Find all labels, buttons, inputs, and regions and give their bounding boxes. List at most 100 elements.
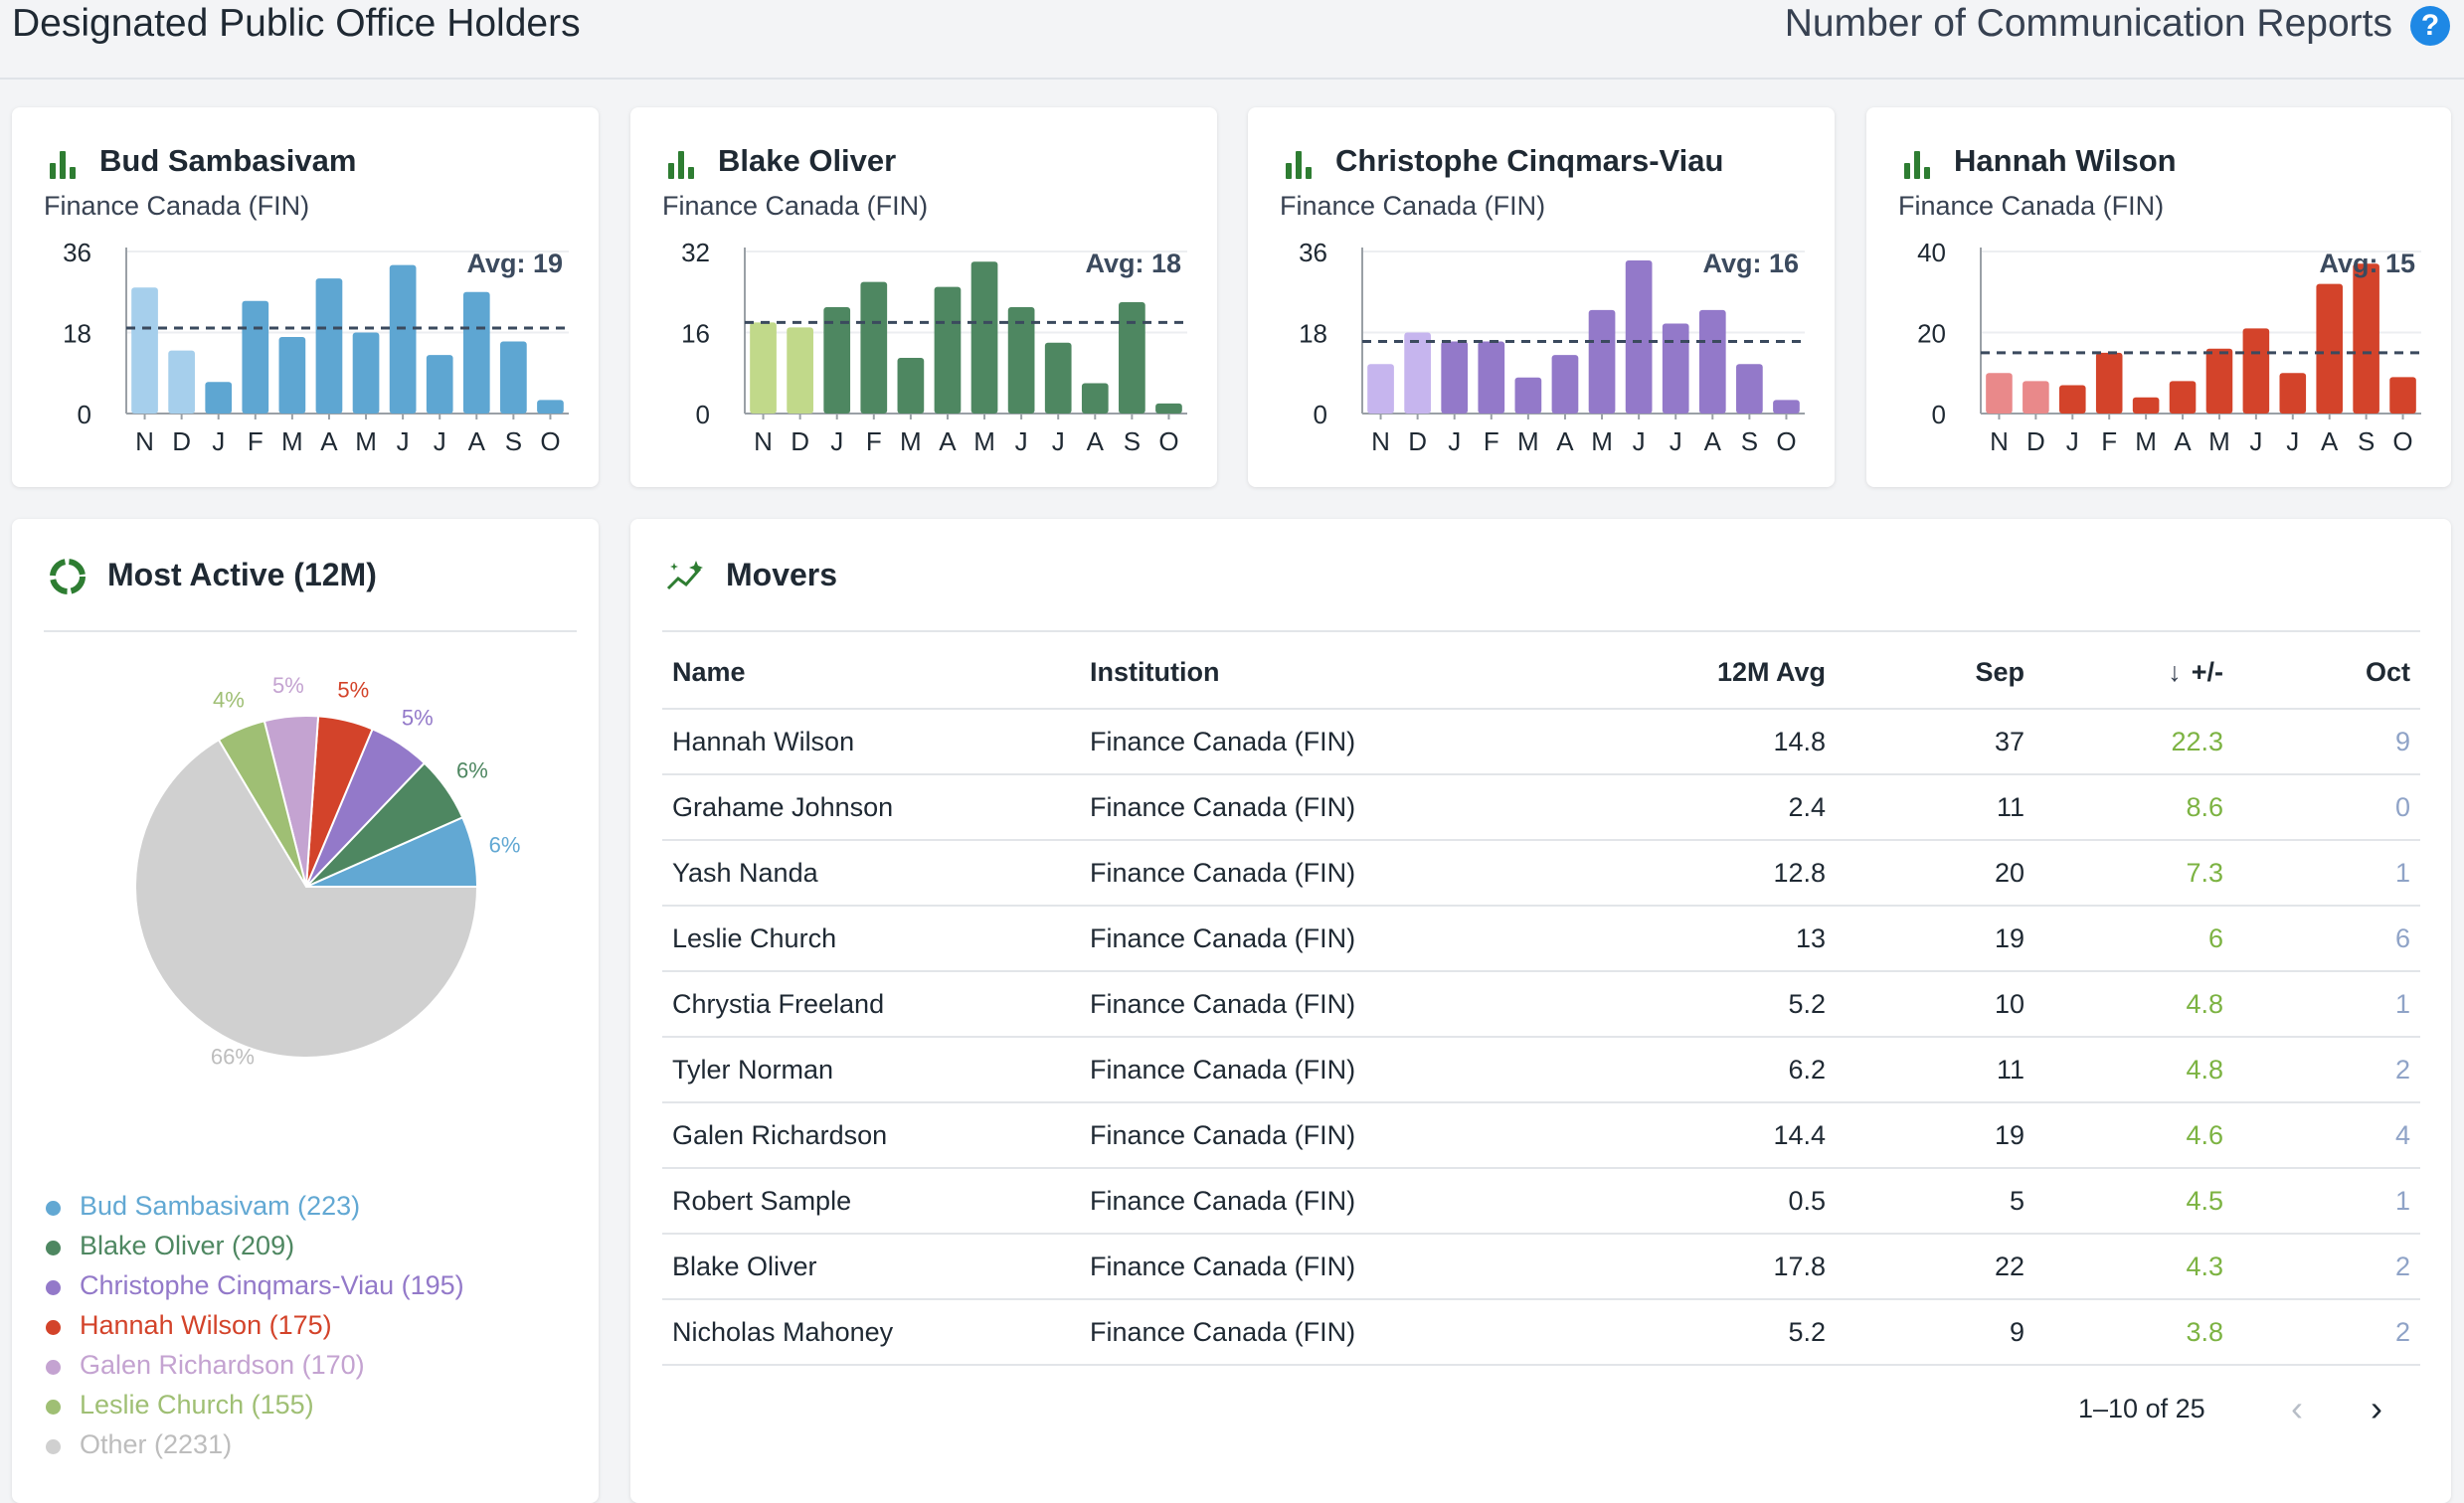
x-tick-label: J — [397, 426, 410, 456]
legend-dot-icon — [46, 1320, 61, 1335]
chevron-left-icon[interactable]: ‹ — [2291, 1388, 2303, 1428]
bar[interactable] — [2169, 381, 2197, 414]
pie-slice[interactable] — [134, 738, 479, 1059]
bar[interactable] — [1044, 342, 1072, 414]
bar[interactable] — [897, 357, 925, 414]
bar[interactable] — [1514, 377, 1542, 414]
bar[interactable] — [750, 322, 777, 414]
x-tick-label: M — [281, 426, 303, 456]
bar[interactable] — [1773, 400, 1800, 414]
y-tick-label: 20 — [1917, 319, 1946, 349]
bar[interactable] — [787, 327, 813, 414]
y-tick-label: 16 — [681, 319, 710, 349]
bar[interactable] — [2353, 263, 2379, 414]
bar[interactable] — [537, 400, 564, 414]
bar[interactable] — [131, 287, 158, 414]
bar[interactable] — [500, 341, 527, 414]
cell-name: Yash Nanda — [662, 840, 1080, 907]
column-institution[interactable]: Institution — [1080, 636, 1637, 710]
bar[interactable] — [970, 261, 998, 414]
table-row[interactable]: Grahame Johnson Finance Canada (FIN) 2.4 11… — [662, 774, 2420, 841]
bar[interactable] — [2023, 381, 2049, 414]
table-row[interactable]: Robert Sample Finance Canada (FIN) 0.5 5 4.5… — [662, 1168, 2420, 1235]
bar[interactable] — [1478, 341, 1505, 414]
divider — [662, 630, 2420, 632]
bar[interactable] — [168, 350, 195, 414]
bar[interactable] — [1007, 307, 1035, 414]
x-tick-label: O — [2392, 426, 2412, 456]
bar[interactable] — [205, 382, 233, 414]
y-tick-label: 32 — [681, 238, 710, 267]
x-tick-label: F — [2101, 426, 2117, 456]
table-row[interactable]: Yash Nanda Finance Canada (FIN) 12.8 20 7.3 1 — [662, 840, 2420, 907]
bar[interactable] — [352, 332, 380, 415]
table-row[interactable]: Galen Richardson Finance Canada (FIN) 14.4… — [662, 1102, 2420, 1169]
x-tick-label: N — [1990, 426, 2009, 456]
bar[interactable] — [242, 300, 269, 414]
bar[interactable] — [1551, 355, 1579, 414]
bar[interactable] — [278, 337, 306, 414]
x-tick-label: D — [791, 426, 809, 456]
bar[interactable] — [860, 281, 888, 414]
x-tick-label: J — [1633, 426, 1646, 456]
cell-delta: 7.3 — [2034, 840, 2233, 907]
table-row[interactable]: Hannah Wilson Finance Canada (FIN) 14.8 37 2… — [662, 709, 2420, 775]
x-tick-label: J — [1052, 426, 1065, 456]
question-circle-icon[interactable]: ? — [2410, 6, 2450, 46]
bar[interactable] — [934, 286, 962, 414]
x-tick-label: A — [1556, 426, 1574, 456]
pie-percent-label: 5% — [402, 705, 434, 730]
x-tick-label: A — [468, 426, 486, 456]
cell-avg: 12.8 — [1637, 840, 1836, 907]
bar[interactable] — [1588, 309, 1616, 414]
x-tick-label: S — [1124, 426, 1141, 456]
cell-oct: 6 — [2233, 906, 2420, 972]
table-row[interactable]: Tyler Norman Finance Canada (FIN) 6.2 11 4.8… — [662, 1037, 2420, 1103]
bar[interactable] — [315, 278, 343, 414]
column-name[interactable]: Name — [662, 636, 1080, 710]
bar[interactable] — [2059, 385, 2086, 414]
x-tick-label: A — [2321, 426, 2339, 456]
bar[interactable] — [426, 355, 453, 414]
x-tick-label: D — [1408, 426, 1427, 456]
bar[interactable] — [1367, 364, 1394, 414]
pie-percent-label: 5% — [337, 678, 369, 703]
bar[interactable] — [2205, 348, 2233, 414]
cell-delta: 4.5 — [2034, 1168, 2233, 1235]
bar[interactable] — [1662, 323, 1689, 414]
table-row[interactable]: Chrystia Freeland Finance Canada (FIN) 5.2… — [662, 971, 2420, 1038]
bar[interactable] — [389, 264, 417, 414]
column-delta[interactable]: ↓ +/- — [2034, 636, 2233, 710]
cell-name: Nicholas Mahoney — [662, 1299, 1080, 1366]
pie-percent-label: 6% — [489, 833, 521, 858]
column-12m-avg[interactable]: 12M Avg — [1637, 636, 1836, 710]
bar[interactable] — [462, 291, 490, 414]
bar[interactable] — [2389, 377, 2416, 414]
bar[interactable] — [1736, 364, 1763, 414]
legend-dot-icon — [46, 1201, 61, 1216]
table-row[interactable]: Leslie Church Finance Canada (FIN) 13 19 6 6 — [662, 906, 2420, 972]
bar[interactable] — [2279, 373, 2307, 414]
cell-avg: 14.4 — [1637, 1102, 1836, 1169]
column-oct[interactable]: Oct — [2233, 636, 2420, 710]
bar[interactable] — [1698, 309, 1726, 414]
chevron-right-icon[interactable]: › — [2371, 1388, 2382, 1428]
bar[interactable] — [2242, 328, 2270, 414]
table-row[interactable]: Blake Oliver Finance Canada (FIN) 17.8 22 4.… — [662, 1234, 2420, 1300]
table-row[interactable]: Nicholas Mahoney Finance Canada (FIN) 5.2 9… — [662, 1299, 2420, 1366]
bar[interactable] — [1441, 341, 1469, 414]
holder-name: Christophe Cinqmars-Viau — [1335, 143, 1724, 178]
column-sep[interactable]: Sep — [1836, 636, 2034, 710]
bar[interactable] — [1986, 373, 2013, 414]
bar[interactable] — [1119, 301, 1145, 414]
bar[interactable] — [823, 307, 851, 414]
bar[interactable] — [1081, 383, 1109, 414]
bar[interactable] — [2316, 283, 2343, 414]
cell-oct: 2 — [2233, 1234, 2420, 1300]
bar[interactable] — [2132, 397, 2160, 414]
bar[interactable] — [1155, 403, 1182, 414]
bar[interactable] — [1404, 332, 1431, 415]
bar[interactable] — [2095, 352, 2123, 414]
bar[interactable] — [1625, 260, 1653, 414]
